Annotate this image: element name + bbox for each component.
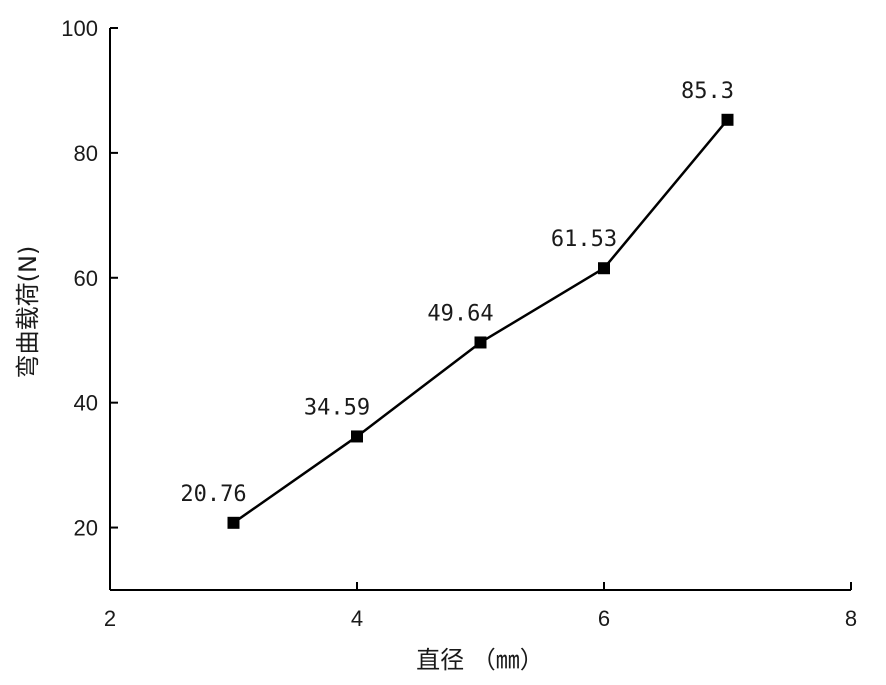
axes: [109, 28, 851, 591]
x-tick-label: 6: [598, 606, 610, 631]
data-label: 85.3: [681, 79, 734, 104]
y-tick-label: 80: [74, 141, 98, 166]
y-tick-label: 40: [74, 391, 98, 416]
x-axis-title: 直径 （㎜）: [416, 646, 544, 674]
data-label: 34.59: [304, 395, 370, 420]
data-point-marker: [598, 262, 610, 275]
x-tick-label: 4: [351, 606, 363, 631]
y-tick-label: 60: [74, 266, 98, 291]
y-axis-title: 弯曲载荷(N): [14, 246, 42, 379]
data-point-marker: [227, 516, 240, 529]
data-point-marker: [474, 336, 487, 349]
x-tick-label: 2: [104, 606, 116, 631]
data-point-marker: [351, 430, 363, 443]
y-tick-label: 20: [74, 516, 98, 541]
data-label: 20.76: [180, 482, 246, 507]
data-labels: 20.76 34.59 49.64 61.53 85.3: [180, 79, 734, 507]
y-tick-label: 100: [61, 16, 98, 41]
data-label: 49.64: [427, 301, 493, 326]
ticks: 2 4 6 8 20 40 60 80 100: [61, 16, 857, 631]
data-point-marker: [721, 113, 734, 126]
markers: [227, 113, 734, 529]
x-tick-label: 8: [845, 606, 857, 631]
data-label: 61.53: [551, 227, 617, 252]
